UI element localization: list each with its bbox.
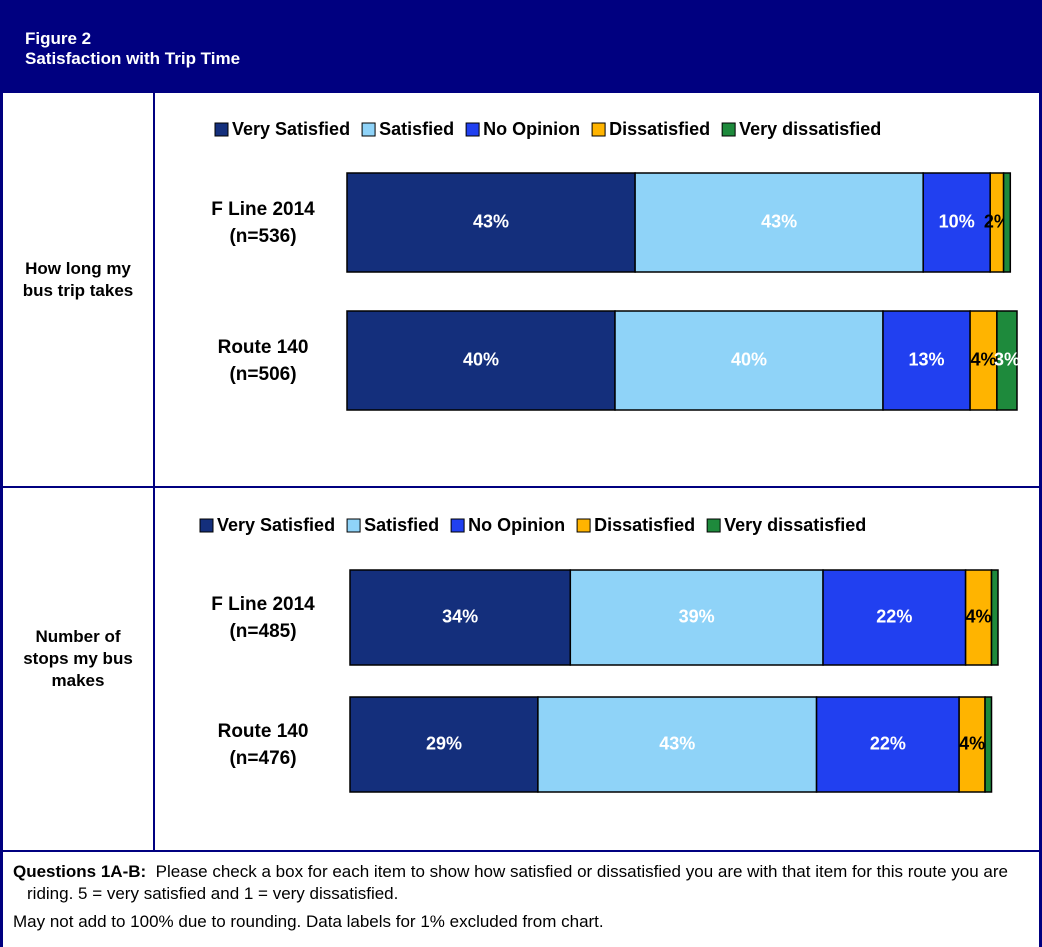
legend-swatch — [361, 122, 376, 137]
bar-segment — [537, 696, 818, 793]
legend-label: Very Satisfied — [217, 515, 335, 535]
legend-label: No Opinion — [483, 119, 580, 139]
data-label: 29% — [426, 733, 462, 753]
data-label: 4% — [959, 733, 985, 753]
legend-label: Dissatisfied — [594, 515, 695, 535]
data-label: 4% — [970, 349, 996, 369]
figure-title: Satisfaction with Trip Time — [25, 49, 241, 68]
bar-segment — [822, 569, 967, 666]
column-divider — [153, 93, 155, 850]
legend-swatch — [214, 122, 229, 137]
bar-segment — [346, 172, 636, 273]
question-text: Please check a box for each item to show… — [27, 862, 1008, 903]
bar-segment — [964, 569, 993, 666]
bar-segment — [614, 310, 884, 411]
question-label: Questions 1A-B: — [13, 862, 147, 881]
bar-segment — [569, 569, 824, 666]
legend-label: No Opinion — [468, 515, 565, 535]
category-label: F Line 2014 (n=536) — [211, 198, 315, 247]
category-label: F Line 2014 (n=485) — [211, 593, 315, 642]
chart: Very Satisfied Satisfied No Opinion Dissati… — [214, 119, 1020, 411]
data-label: 10% — [939, 211, 975, 231]
legend-swatch — [346, 518, 361, 533]
legend-swatch — [450, 518, 465, 533]
data-label: 39% — [679, 606, 715, 626]
legend-label: Satisfied — [364, 515, 439, 535]
row-divider — [3, 850, 1039, 852]
bar-segment — [349, 569, 572, 666]
legend-label: Very dissatisfied — [739, 119, 881, 139]
legend-label: Dissatisfied — [609, 119, 710, 139]
data-label: 13% — [909, 349, 945, 369]
data-label: 40% — [731, 349, 767, 369]
legend-swatch — [591, 122, 606, 137]
legend-swatch — [576, 518, 591, 533]
figure-number: Figure 2 — [25, 29, 92, 48]
bar-segment — [349, 696, 539, 793]
data-label: 43% — [761, 211, 797, 231]
row-label: How long my bus trip takes — [22, 259, 134, 300]
data-label: 3% — [994, 349, 1020, 369]
question-note: Questions 1A-B: Please check a box for e… — [13, 861, 1023, 905]
data-label: 40% — [463, 349, 499, 369]
category-label: Route 140 (n=476) — [217, 720, 309, 769]
legend-swatch — [465, 122, 480, 137]
legend-label: Very Satisfied — [232, 119, 350, 139]
bar-segment — [922, 172, 991, 273]
legend-label: Satisfied — [379, 119, 454, 139]
legend-swatch — [706, 518, 721, 533]
legend-swatch — [721, 122, 736, 137]
chart: Very Satisfied Satisfied No Opinion Dissati… — [199, 515, 999, 793]
data-label: 43% — [659, 733, 695, 753]
data-label: 4% — [966, 606, 992, 626]
bar-segment — [984, 696, 993, 793]
bar-segment — [996, 310, 1018, 411]
data-label: 34% — [442, 606, 478, 626]
data-label: 22% — [876, 606, 912, 626]
figure-header: Figure 2 Satisfaction with Trip Time — [3, 3, 1039, 93]
legend-swatch — [199, 518, 214, 533]
bar-segment — [1002, 172, 1012, 273]
row-divider — [3, 486, 1039, 488]
footnote: May not add to 100% due to rounding. Dat… — [13, 912, 604, 931]
category-label: Route 140 (n=506) — [217, 336, 309, 385]
data-label: 43% — [473, 211, 509, 231]
data-label: 22% — [870, 733, 906, 753]
legend-label: Very dissatisfied — [724, 515, 866, 535]
row-label: Number of stops my bus makes — [23, 626, 133, 690]
bar-segment — [990, 569, 999, 666]
notes: Questions 1A-B: Please check a box for e… — [13, 861, 1023, 939]
bar-segment — [634, 172, 924, 273]
